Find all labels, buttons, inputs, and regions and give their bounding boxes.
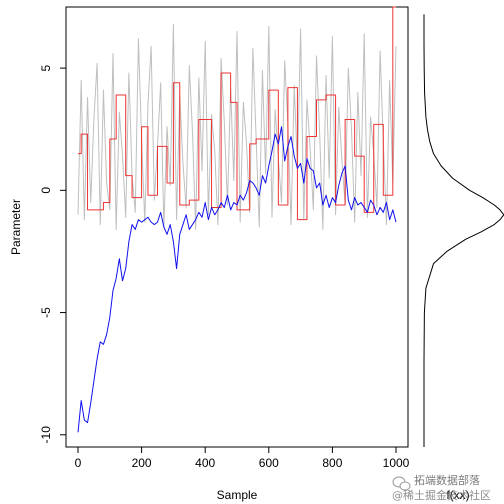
y-tick-label--10: -10 — [39, 426, 53, 444]
y-tick-label-0: 0 — [39, 187, 53, 194]
x-tick-label-800: 800 — [322, 456, 342, 470]
series-layer — [77, 6, 397, 433]
density-curve — [423, 14, 504, 447]
watermark: 拓端数据部落 @稀土掘金技术社区 — [392, 473, 491, 502]
x-tick-label-600: 600 — [259, 456, 279, 470]
density-plot — [423, 14, 504, 447]
y-axis-label: Parameter — [9, 199, 23, 255]
main-plot: 0 200 400 600 800 1000 -10 -5 0 5 — [39, 6, 410, 470]
x-tick-label-200: 200 — [132, 456, 152, 470]
x-axis: 0 200 400 600 800 1000 — [75, 447, 410, 470]
series-line-1 — [77, 23, 397, 230]
x-tick-label-0: 0 — [75, 456, 82, 470]
y-tick-label--5: -5 — [39, 307, 53, 318]
wechat-icon — [392, 476, 411, 491]
watermark-line-2: @稀土掘金技术社区 — [392, 488, 491, 502]
x-axis-label: Sample — [217, 488, 258, 502]
y-axis: -10 -5 0 5 — [39, 64, 66, 443]
density-axis-label: f(xx) — [446, 488, 469, 502]
series-line-3 — [77, 126, 397, 433]
x-tick-label-400: 400 — [195, 456, 215, 470]
watermark-line-1: 拓端数据部落 — [414, 473, 480, 487]
plot-frame — [65, 6, 409, 448]
x-tick-label-1000: 1000 — [383, 456, 410, 470]
y-tick-label-5: 5 — [39, 64, 53, 71]
series-line-2 — [78, 6, 396, 221]
